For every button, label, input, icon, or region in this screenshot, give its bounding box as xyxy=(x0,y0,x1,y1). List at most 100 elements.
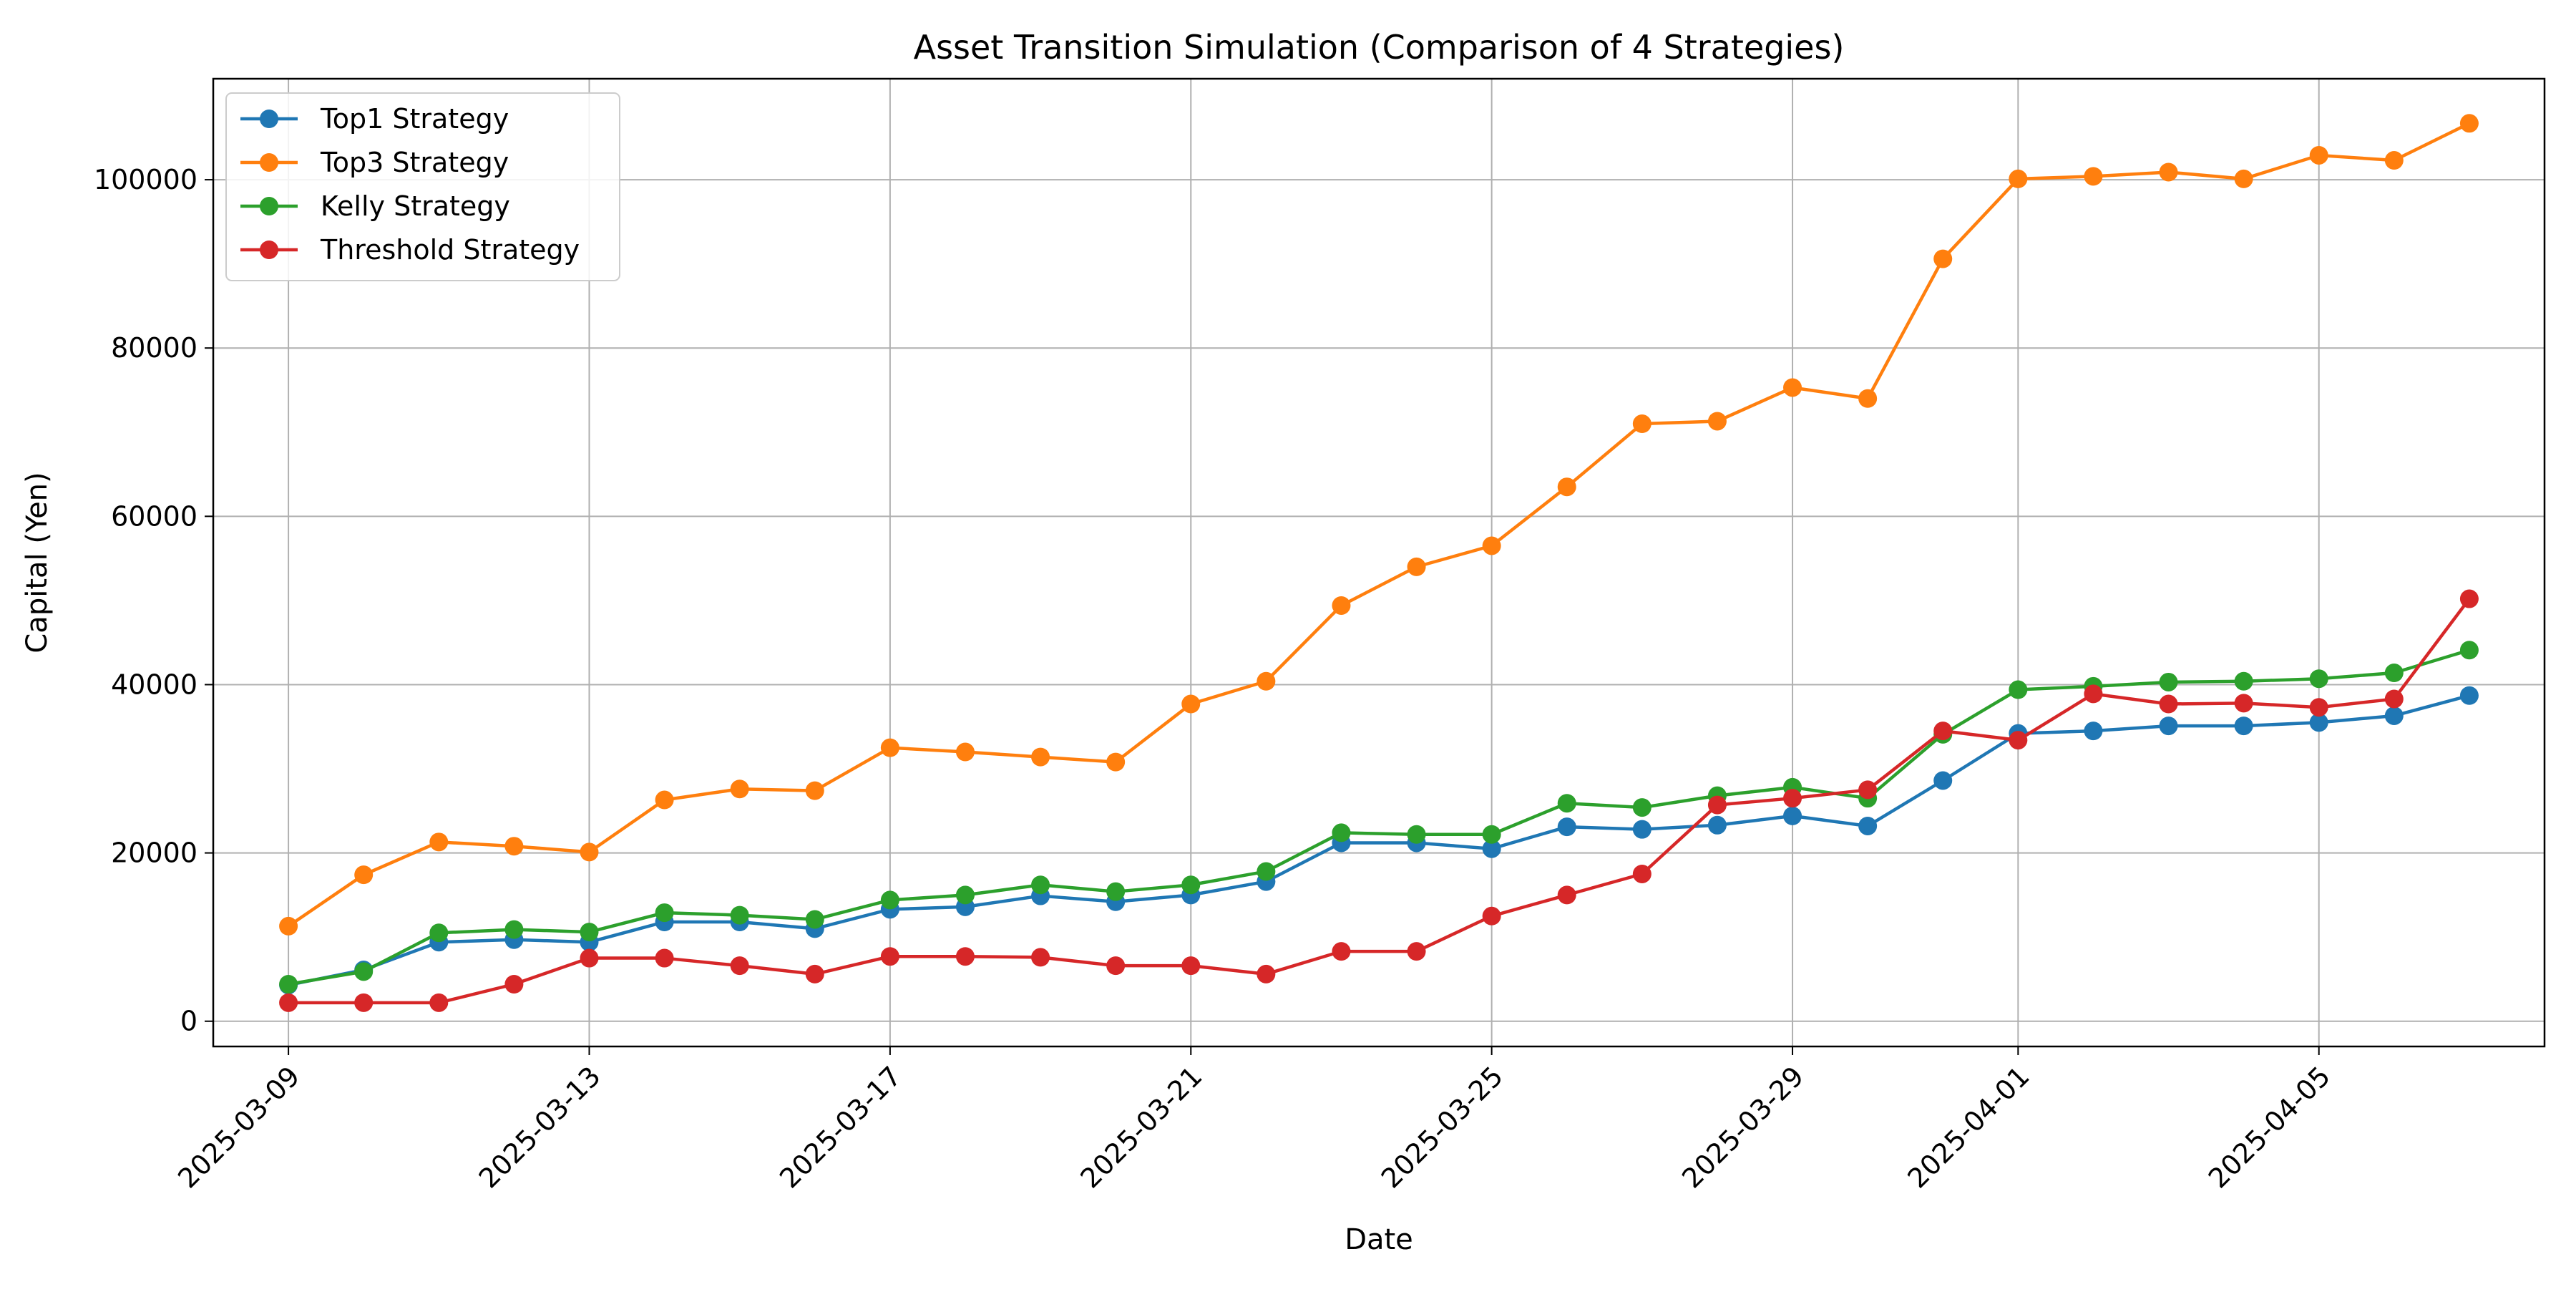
series-3 xyxy=(279,641,2479,994)
data-point xyxy=(2459,589,2479,608)
data-point xyxy=(2459,114,2479,133)
data-point xyxy=(730,779,749,799)
data-point xyxy=(2159,162,2178,182)
y-tick-label: 60000 xyxy=(111,500,197,532)
data-point xyxy=(429,923,449,943)
data-point xyxy=(1407,942,1426,961)
data-point xyxy=(1257,862,1276,881)
data-point xyxy=(1257,671,1276,691)
y-tick-label: 40000 xyxy=(111,669,197,700)
x-axis-title: Date xyxy=(1345,1223,1413,1256)
data-point xyxy=(1181,875,1201,895)
data-point xyxy=(1482,906,1501,926)
data-point xyxy=(1482,839,1501,858)
data-point xyxy=(1858,816,1878,835)
data-point xyxy=(955,742,975,762)
data-point xyxy=(805,910,824,929)
series-line xyxy=(288,694,2470,987)
data-point xyxy=(2009,680,2028,699)
data-point xyxy=(1106,752,1126,772)
series-4 xyxy=(279,589,2479,1012)
data-point xyxy=(655,790,674,810)
data-point xyxy=(1632,820,1652,839)
grid xyxy=(213,79,2545,1046)
data-point xyxy=(880,890,899,910)
data-point xyxy=(1332,823,1351,842)
data-point xyxy=(2009,731,2028,750)
data-point xyxy=(2309,669,2328,689)
data-point xyxy=(2159,717,2178,736)
data-point xyxy=(730,905,749,925)
legend-marker xyxy=(260,110,278,128)
data-point xyxy=(805,781,824,800)
series-layer xyxy=(279,114,2479,1012)
data-point xyxy=(2234,694,2253,713)
data-point xyxy=(1181,694,1201,714)
data-point xyxy=(1632,414,1652,434)
data-point xyxy=(2009,169,2028,188)
data-point xyxy=(1707,815,1727,835)
data-point xyxy=(504,975,524,994)
data-point xyxy=(2234,671,2253,691)
data-point xyxy=(1031,875,1050,895)
data-point xyxy=(2159,672,2178,691)
data-point xyxy=(2459,641,2479,660)
data-point xyxy=(1707,795,1727,815)
legend-item: Top1 Strategy xyxy=(240,103,509,135)
data-point xyxy=(580,948,599,968)
y-tick-label: 100000 xyxy=(94,164,197,195)
series-line xyxy=(287,122,2470,928)
data-point xyxy=(2309,698,2328,717)
data-point xyxy=(1557,885,1576,905)
y-tick-label: 80000 xyxy=(111,332,197,364)
data-point xyxy=(1181,956,1201,976)
data-point xyxy=(354,962,374,981)
legend-item: Threshold Strategy xyxy=(240,234,580,266)
data-point xyxy=(354,865,374,885)
data-point xyxy=(1407,825,1426,844)
data-point xyxy=(2234,717,2253,736)
data-point xyxy=(1783,378,1802,397)
y-tick-label: 20000 xyxy=(111,837,197,869)
data-point xyxy=(2384,706,2404,725)
data-point xyxy=(1783,789,1802,808)
data-point xyxy=(580,923,599,942)
data-point xyxy=(2084,722,2103,741)
y-axis-title: Capital (Yen) xyxy=(21,472,54,653)
data-point xyxy=(2384,664,2404,683)
data-point xyxy=(1858,389,1878,408)
data-point xyxy=(1783,806,1802,825)
data-point xyxy=(2234,169,2253,188)
data-point xyxy=(1332,942,1351,961)
data-point xyxy=(2159,694,2178,714)
data-point xyxy=(2309,713,2328,732)
data-point xyxy=(1933,771,1953,790)
data-point xyxy=(279,975,298,994)
data-point xyxy=(655,948,674,968)
chart-title: Asset Transition Simulation (Comparison … xyxy=(914,28,1845,67)
data-point xyxy=(279,916,298,936)
data-point xyxy=(2384,151,2404,170)
legend-marker xyxy=(260,197,278,215)
data-point xyxy=(955,885,975,905)
data-point xyxy=(1632,798,1652,817)
data-point xyxy=(1632,864,1652,883)
data-point xyxy=(1933,249,1953,268)
data-point xyxy=(880,738,899,757)
data-point xyxy=(1858,780,1878,800)
y-tick-label: 0 xyxy=(180,1006,197,1037)
plot-frame xyxy=(212,77,2546,1048)
data-point xyxy=(1933,722,1953,741)
legend-box xyxy=(225,92,620,281)
legend-label: Kelly Strategy xyxy=(321,190,510,222)
legend-item: Top3 Strategy xyxy=(240,147,509,178)
series-2 xyxy=(279,114,2479,936)
series-line xyxy=(288,649,2470,986)
data-point xyxy=(805,964,824,983)
data-point xyxy=(1707,412,1727,431)
data-point xyxy=(504,920,524,939)
series-line xyxy=(288,598,2471,1005)
data-point xyxy=(1557,817,1576,837)
